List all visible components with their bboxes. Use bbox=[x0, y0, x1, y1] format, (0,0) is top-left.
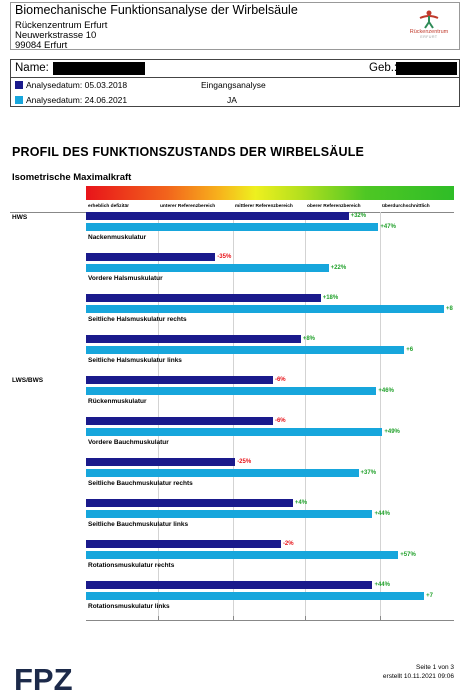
bar-second-analysis bbox=[86, 346, 405, 354]
muscle-label: Rotationsmuskulatur links bbox=[88, 603, 170, 610]
muscle-label: Vordere Halsmuskulatur bbox=[88, 275, 163, 282]
grid-line bbox=[380, 212, 381, 620]
fpz-logo-text: FPZ bbox=[14, 662, 73, 692]
analysis-value-2: JA bbox=[227, 95, 237, 105]
bar-value-label: +6 bbox=[406, 347, 414, 353]
chart-bottom-axis bbox=[86, 620, 454, 621]
analysis-date-2: Analysedatum: 24.06.2021 bbox=[26, 95, 128, 105]
header-box: Biomechanische Funktionsanalyse der Wirb… bbox=[10, 2, 460, 51]
name-redaction bbox=[53, 62, 145, 75]
bar-value-label: +47% bbox=[380, 224, 396, 230]
bar-second-analysis bbox=[86, 510, 373, 518]
axis-tick bbox=[380, 616, 381, 620]
axis-tick bbox=[305, 616, 306, 620]
axis-tick bbox=[233, 616, 234, 620]
bar-second-analysis bbox=[86, 551, 399, 559]
legend-swatch-dark bbox=[15, 81, 23, 89]
report-title: Biomechanische Funktionsanalyse der Wirb… bbox=[15, 3, 298, 17]
bar-value-label: -2% bbox=[282, 541, 294, 547]
muscle-label: Rotationsmuskulatur rechts bbox=[88, 562, 175, 569]
bar-value-label: +57% bbox=[400, 552, 416, 558]
bar-second-analysis bbox=[86, 223, 379, 231]
bar-first-analysis bbox=[86, 335, 301, 343]
analysis-row-1: Analysedatum: 05.03.2018 bbox=[15, 80, 127, 90]
bar-first-analysis bbox=[86, 253, 216, 261]
bar-value-label: +18% bbox=[322, 295, 339, 301]
bar-second-analysis bbox=[86, 387, 377, 395]
bar-value-label: +8 bbox=[446, 306, 453, 312]
bar-value-label: +46% bbox=[378, 388, 394, 394]
patient-separator bbox=[11, 77, 459, 78]
page-number: Seite 1 von 3 bbox=[416, 664, 454, 671]
bar-first-analysis bbox=[86, 458, 236, 466]
muscle-label: Seitliche Halsmuskulatur links bbox=[88, 357, 182, 364]
group-label-lws-bws: LWS/BWS bbox=[12, 377, 44, 384]
zone-label-lower: unterer Referenzbereich bbox=[160, 204, 216, 209]
bar-first-analysis bbox=[86, 376, 273, 384]
bar-second-analysis bbox=[86, 305, 445, 313]
name-label: Name: bbox=[15, 62, 49, 74]
fpz-logo: FPZ bbox=[14, 662, 73, 692]
bar-value-label: -6% bbox=[274, 377, 286, 383]
analysis-row-2: Analysedatum: 24.06.2021 bbox=[15, 95, 127, 105]
muscle-label: Rückenmuskulatur bbox=[88, 398, 147, 405]
bar-second-analysis bbox=[86, 428, 383, 436]
grid-line bbox=[305, 212, 306, 620]
bar-second-analysis bbox=[86, 592, 425, 600]
section-title: PROFIL DES FUNKTIONSZUSTANDS DER WIRBELS… bbox=[12, 145, 365, 159]
bar-second-analysis bbox=[86, 264, 329, 272]
muscle-label: Vordere Bauchmuskulatur bbox=[88, 439, 169, 446]
grid-line bbox=[158, 212, 159, 620]
patient-box: Name: Geb.: Analysedatum: 05.03.2018 Ein… bbox=[10, 59, 460, 107]
birthdate-redaction bbox=[396, 62, 457, 75]
bar-value-label: -6% bbox=[274, 418, 286, 424]
bar-first-analysis bbox=[86, 294, 321, 302]
muscle-label: Seitliche Halsmuskulatur rechts bbox=[88, 316, 187, 323]
logo-text: Rückenzentrum bbox=[409, 29, 449, 35]
figure-logo-icon bbox=[419, 10, 439, 29]
bar-value-label: +49% bbox=[384, 429, 400, 435]
created-date: erstellt 10.11.2021 09:06 bbox=[382, 673, 454, 680]
bar-value-label: +44% bbox=[374, 511, 390, 517]
bar-value-label: +8% bbox=[302, 336, 316, 342]
zone-label-above: überdurchschnittlich bbox=[382, 204, 430, 209]
birthdate-label: Geb.: bbox=[369, 62, 398, 74]
zone-label-deficit: erheblich defizitär bbox=[88, 204, 130, 209]
zone-label-upper: oberer Referenzbereich bbox=[307, 204, 361, 209]
bar-first-analysis bbox=[86, 581, 373, 589]
bar-first-analysis bbox=[86, 499, 293, 507]
zone-label-middle: mittlerer Referenzbereich bbox=[235, 204, 293, 209]
bar-value-label: -35% bbox=[217, 254, 232, 260]
chart-subtitle: Isometrische Maximalkraft bbox=[12, 172, 132, 183]
clinic-logo: Rückenzentrum ERFURT bbox=[407, 9, 451, 43]
muscle-label: Seitliche Bauchmuskulatur links bbox=[88, 521, 189, 528]
clinic-street: Neuwerkstrasse 10 bbox=[15, 30, 97, 41]
bar-value-label: +7 bbox=[426, 593, 433, 599]
clinic-name: Rückenzentrum Erfurt bbox=[15, 20, 108, 31]
logo-subtext: ERFURT bbox=[420, 35, 438, 39]
bar-value-label: +4% bbox=[294, 500, 308, 506]
group-label-hws: HWS bbox=[12, 214, 28, 221]
analysis-date-1: Analysedatum: 05.03.2018 bbox=[26, 80, 128, 90]
analysis-value-1: Eingangsanalyse bbox=[201, 80, 266, 90]
bar-value-label: +37% bbox=[360, 470, 377, 476]
bar-value-label: +44% bbox=[374, 582, 390, 588]
legend-swatch-light bbox=[15, 96, 23, 104]
bar-second-analysis bbox=[86, 469, 359, 477]
bar-first-analysis bbox=[86, 417, 273, 425]
axis-tick bbox=[158, 616, 159, 620]
bar-value-label: -25% bbox=[237, 459, 252, 465]
muscle-label: Seitliche Bauchmuskulatur rechts bbox=[88, 480, 193, 487]
clinic-city: 99084 Erfurt bbox=[15, 40, 68, 51]
bar-value-label: +22% bbox=[330, 265, 347, 271]
bar-first-analysis bbox=[86, 212, 349, 220]
bar-first-analysis bbox=[86, 540, 281, 548]
grid-line bbox=[233, 212, 234, 620]
muscle-label: Nackenmuskulatur bbox=[88, 234, 147, 241]
bar-value-label: +32% bbox=[350, 213, 367, 219]
reference-gradient-bar bbox=[86, 186, 454, 200]
